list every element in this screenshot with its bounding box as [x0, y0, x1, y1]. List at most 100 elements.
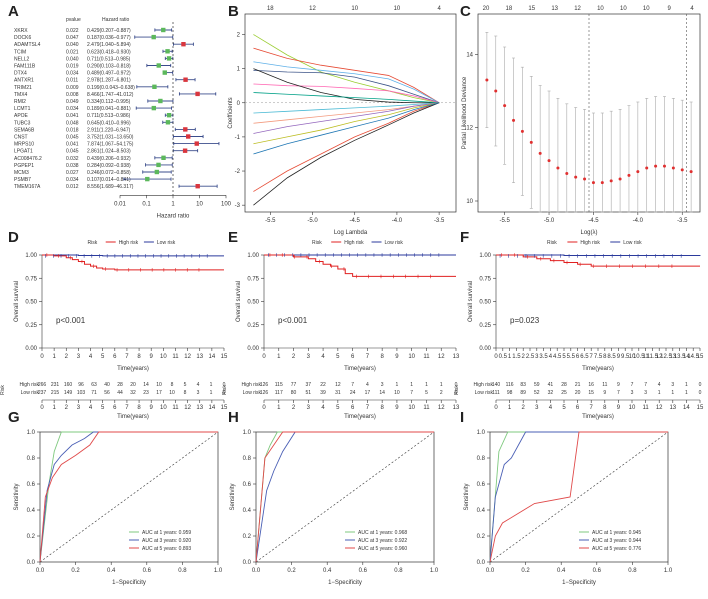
km-table-count: 28 — [117, 382, 123, 388]
km-x-tick-label: 5 — [336, 354, 340, 360]
roc-y-tick-label: 0.2 — [27, 534, 36, 540]
km-y-tick-label: 0.75 — [25, 276, 37, 282]
km-y-tick-label: 0.50 — [247, 300, 259, 306]
km-table-count: 16 — [588, 382, 594, 388]
roc-curve — [39, 431, 218, 563]
cv-x-axis-title: Log(λ) — [580, 230, 597, 236]
km-x-axis-title: Time(years) — [117, 366, 149, 372]
km-table-x-tick-label: 12 — [184, 405, 191, 411]
roc-x-tick-label: 1.0 — [664, 568, 673, 574]
forest-gene-label: DOCK6 — [14, 35, 31, 41]
km-x-tick-label: 13 — [196, 354, 203, 360]
km-x-tick-label: 1 — [508, 354, 512, 360]
km-legend-title: Risk — [88, 240, 98, 246]
km-table-row-label: High risk — [242, 382, 262, 388]
km-x-tick-label: 15 — [697, 354, 704, 360]
forest-ci-label: 0.290(0.103–0.818) — [87, 64, 131, 70]
forest-pvalue: 0.034 — [66, 106, 79, 112]
roc-x-tick-label: 0.6 — [593, 568, 602, 574]
km-table-count: 111 — [492, 390, 500, 396]
km-table-count: 40 — [104, 382, 110, 388]
km-legend-low-label: Low risk — [385, 240, 404, 246]
km-y-axis-title: Overall survival — [236, 281, 242, 322]
km-table-count: 0 — [699, 382, 702, 388]
forest-pvalue: 0.040 — [66, 56, 79, 62]
roc-x-tick-label: 0.6 — [143, 568, 152, 574]
km-table-count: 0 — [455, 382, 458, 388]
forest-ci-label: 0.429(0.207–0.887) — [87, 28, 131, 34]
km-x-axis-title: Time(years) — [582, 366, 614, 372]
forest-pvalue: 0.008 — [66, 92, 79, 98]
km-table-count: 5 — [184, 382, 187, 388]
forest-gene-label: RMI2 — [14, 99, 26, 105]
km-table-count: 149 — [64, 390, 73, 396]
km-table-count: 23 — [143, 390, 149, 396]
lasso-coefficient-path — [253, 102, 440, 114]
km-x-tick-label: 2 — [522, 354, 526, 360]
km-table-count: 9 — [603, 390, 606, 396]
forest-ci-label: 2.861(1.024–8.503) — [87, 149, 131, 155]
km-x-tick-label: 13 — [453, 354, 460, 360]
km-table-x-tick-label: 8 — [380, 405, 384, 411]
km-pvalue: p<0.001 — [56, 316, 86, 325]
km-table-x-tick-label: 9 — [395, 405, 399, 411]
forest-pvalue: 0.034 — [66, 71, 79, 77]
cv-top-tick-label: 10 — [597, 6, 604, 12]
cv-point — [609, 179, 613, 183]
forest-ci-label: 0.489(0.497–0.972) — [87, 71, 131, 77]
forest-x-tick-label: 0.01 — [114, 201, 126, 207]
km-table-count: 0 — [223, 382, 226, 388]
km-table-count: 117 — [275, 390, 283, 396]
roc-y-tick-label: 0.0 — [477, 560, 486, 566]
forest-pvalue: 0.041 — [66, 113, 79, 119]
roc-x-tick-label: 0.6 — [359, 568, 368, 574]
forest-gene-label: TCIM — [14, 49, 26, 55]
roc-y-tick-label: 0.4 — [243, 508, 252, 514]
km-table-x-tick-label: 5 — [562, 405, 566, 411]
cv-x-tick-label: -4.5 — [588, 218, 599, 224]
km-table-count: 77 — [291, 382, 297, 388]
km-table-count: 80 — [291, 390, 297, 396]
km-table-x-axis-title: Time(years) — [117, 414, 149, 420]
forest-gene-label: APOE — [14, 113, 29, 119]
km-table-count: 7 — [351, 382, 354, 388]
km-table-title: Risk — [454, 385, 460, 395]
km-table-x-tick-label: 15 — [697, 405, 704, 411]
cv-point — [671, 166, 675, 170]
roc-y-tick-label: 0.2 — [477, 534, 486, 540]
panel-letter-h: H — [228, 409, 239, 426]
roc-legend-label: AUC at 5 years: 0.960 — [358, 546, 407, 552]
forest-gene-label: DTX4 — [14, 71, 27, 77]
roc-y-tick-label: 0.6 — [477, 482, 486, 488]
km-x-tick-label: 0.5 — [499, 354, 508, 360]
forest-pvalue: 0.009 — [66, 85, 79, 91]
km-x-tick-label: 1 — [277, 354, 281, 360]
cv-point — [591, 181, 595, 185]
km-table-count: 0 — [223, 390, 226, 396]
forest-point — [161, 27, 166, 33]
km-x-tick-label: 11 — [642, 354, 649, 360]
cv-point — [529, 140, 533, 144]
km-table-count: 56 — [104, 390, 110, 396]
km-table-count: 44 — [117, 390, 123, 396]
km-pvalue: p<0.001 — [278, 316, 308, 325]
km-table-x-tick-label: 5 — [101, 405, 105, 411]
forest-gene-label: LCMT1 — [14, 106, 31, 112]
forest-gene-label: LPGAT1 — [14, 149, 33, 155]
km-x-tick-label: 9 — [395, 354, 399, 360]
forest-pvalue: 0.048 — [66, 120, 79, 126]
forest-pvalue: 0.021 — [66, 49, 79, 55]
roc-y-axis-title: Sensitivity — [230, 483, 236, 510]
km-y-tick-label: 0.75 — [247, 276, 259, 282]
km-x-tick-label: 2.5 — [526, 354, 535, 360]
forest-ci-label: 0.711(0.513–0.985) — [87, 56, 131, 62]
km-y-tick-label: 1.00 — [479, 253, 491, 259]
forest-header-hr: Hazard ratio — [102, 17, 129, 23]
forest-gene-label: NELL2 — [14, 56, 30, 62]
km-legend-title: Risk — [312, 240, 322, 246]
roc-y-tick-label: 1.0 — [27, 430, 36, 436]
cv-x-tick-label: -5.5 — [499, 218, 510, 224]
roc-x-axis-title: 1−Specificity — [562, 580, 596, 586]
km-y-tick-label: 0.00 — [247, 346, 259, 352]
km-table-count: 7 — [644, 382, 647, 388]
